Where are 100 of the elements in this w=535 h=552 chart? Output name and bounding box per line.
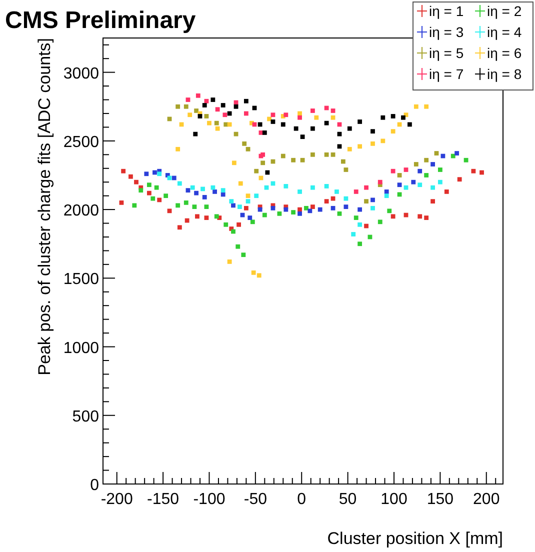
point [207, 120, 212, 126]
point [234, 132, 238, 136]
point [134, 180, 138, 184]
point [298, 111, 302, 116]
point [308, 208, 312, 214]
point [190, 185, 195, 190]
point [354, 216, 358, 220]
point [121, 168, 126, 174]
point [214, 214, 219, 219]
point [146, 190, 152, 196]
point [397, 182, 402, 188]
point [424, 158, 429, 162]
point [390, 214, 396, 219]
point [418, 214, 422, 219]
point [172, 176, 176, 180]
point [310, 108, 315, 113]
point [354, 190, 358, 194]
y-tick-label: 1500 [63, 271, 100, 288]
point [337, 211, 342, 216]
point [298, 115, 302, 120]
point [234, 104, 238, 109]
point [330, 108, 336, 113]
y-tick-label: 1000 [63, 340, 100, 357]
point [184, 200, 188, 205]
point [418, 168, 422, 174]
point [358, 144, 362, 149]
point [244, 206, 248, 210]
point [262, 212, 267, 218]
point [280, 122, 286, 127]
point [157, 198, 162, 202]
point [150, 196, 156, 201]
point [337, 144, 342, 149]
point [231, 229, 236, 234]
point [164, 194, 168, 198]
point [298, 190, 302, 194]
point [364, 224, 368, 228]
point [186, 98, 190, 102]
point [202, 194, 207, 200]
point [236, 222, 241, 227]
point [358, 222, 362, 227]
point [138, 188, 144, 193]
point [167, 208, 172, 214]
point [256, 273, 262, 278]
point [200, 186, 205, 192]
legend-label: iη = 7 [429, 66, 464, 82]
point [370, 141, 375, 146]
point [397, 192, 402, 197]
point [340, 159, 346, 164]
point [434, 151, 439, 156]
point [298, 207, 302, 212]
point [318, 207, 322, 212]
point [294, 126, 298, 131]
point [324, 106, 329, 110]
point [378, 220, 382, 224]
point [370, 129, 375, 134]
point [337, 132, 342, 136]
point [430, 162, 435, 166]
point [330, 115, 336, 120]
point [310, 185, 315, 190]
point [262, 130, 267, 135]
point [195, 214, 200, 219]
x-tick-label: 200 [473, 491, 500, 508]
point [291, 210, 296, 214]
point [215, 107, 220, 112]
point [157, 172, 162, 176]
point [280, 154, 286, 158]
point [215, 126, 220, 131]
point [284, 184, 288, 188]
point [132, 203, 137, 208]
point [194, 190, 199, 196]
point [184, 104, 188, 109]
point [418, 182, 422, 188]
point [236, 244, 240, 249]
point [246, 194, 250, 198]
point [424, 104, 429, 109]
point [430, 185, 435, 190]
point [270, 112, 276, 118]
point [244, 111, 248, 116]
point [364, 185, 368, 190]
point [397, 173, 402, 178]
point [214, 120, 219, 126]
point [380, 138, 386, 144]
point [387, 208, 392, 214]
point [344, 168, 348, 172]
legend-label: iη = 1 [429, 3, 464, 19]
point [414, 104, 418, 109]
point [324, 184, 329, 188]
point [184, 218, 190, 223]
point [464, 158, 468, 162]
point [204, 114, 209, 118]
legend-label: iη = 6 [487, 45, 522, 61]
x-tick-label: 50 [338, 491, 357, 508]
y-tick-label: 3000 [63, 65, 100, 82]
point [176, 146, 180, 152]
point [364, 199, 368, 204]
point [457, 177, 462, 182]
point [241, 252, 246, 258]
point [444, 190, 449, 194]
point [430, 199, 435, 204]
point [144, 172, 149, 176]
